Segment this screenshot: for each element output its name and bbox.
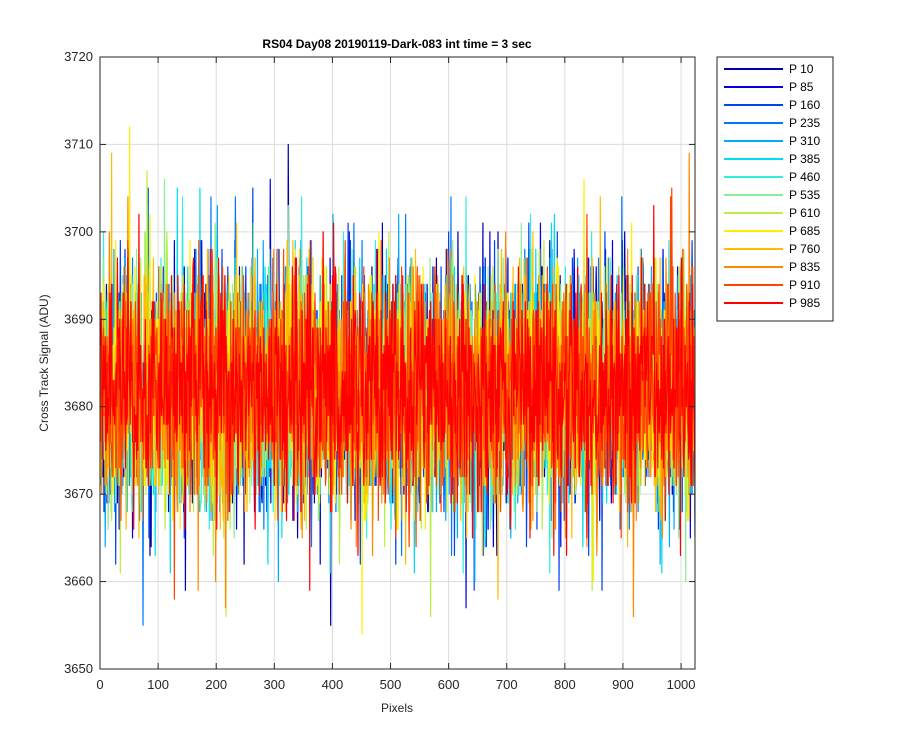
legend-label: P 685: [789, 224, 820, 238]
legend-label: P 235: [789, 116, 820, 130]
y-axis-label: Cross Track Signal (ADU): [37, 294, 51, 431]
y-tick-label: 3660: [64, 574, 93, 589]
legend-label: P 385: [789, 152, 820, 166]
y-tick-label: 3690: [64, 311, 93, 326]
legend-label: P 535: [789, 188, 820, 202]
legend-label: P 460: [789, 170, 820, 184]
legend-label: P 310: [789, 134, 820, 148]
legend-label: P 85: [789, 80, 814, 94]
x-tick-label: 900: [612, 677, 634, 692]
series-line-p-985: [100, 205, 695, 591]
legend-label: P 610: [789, 206, 820, 220]
ticks: 0 100 200 300 400 500 600 700 800 900 1000 3650 3660…: [64, 49, 695, 692]
x-tick-label: 600: [438, 677, 460, 692]
legend-label: P 985: [789, 296, 820, 310]
legend-label: P 835: [789, 260, 820, 274]
y-tick-label: 3670: [64, 486, 93, 501]
x-tick-label: 700: [496, 677, 518, 692]
x-tick-label: 300: [263, 677, 285, 692]
y-tick-label: 3680: [64, 399, 93, 414]
x-tick-label: 0: [96, 677, 103, 692]
x-tick-label: 400: [322, 677, 344, 692]
series-layer: [100, 126, 695, 635]
legend: P 10 P 85 P 160 P 235 P 310 P 385 P 460 P 535 P …: [716, 56, 834, 322]
x-tick-label: 800: [554, 677, 576, 692]
x-axis-label: Pixels: [381, 701, 413, 715]
legend-label: P 910: [789, 278, 820, 292]
x-tick-label: 500: [380, 677, 402, 692]
plot-frame: [99, 56, 696, 670]
legend-box: [716, 56, 834, 322]
y-tick-label: 3650: [64, 661, 93, 676]
legend-label: P 760: [789, 242, 820, 256]
chart-title: RS04 Day08 20190119-Dark-083 int time = …: [262, 37, 532, 51]
legend-label: P 10: [789, 62, 814, 76]
legend-label: P 160: [789, 98, 820, 112]
x-tick-label: 1000: [667, 677, 696, 692]
y-tick-label: 3700: [64, 224, 93, 239]
x-tick-label: 100: [147, 677, 169, 692]
y-tick-label: 3720: [64, 49, 93, 64]
x-tick-label: 200: [205, 677, 227, 692]
y-tick-label: 3710: [64, 136, 93, 151]
